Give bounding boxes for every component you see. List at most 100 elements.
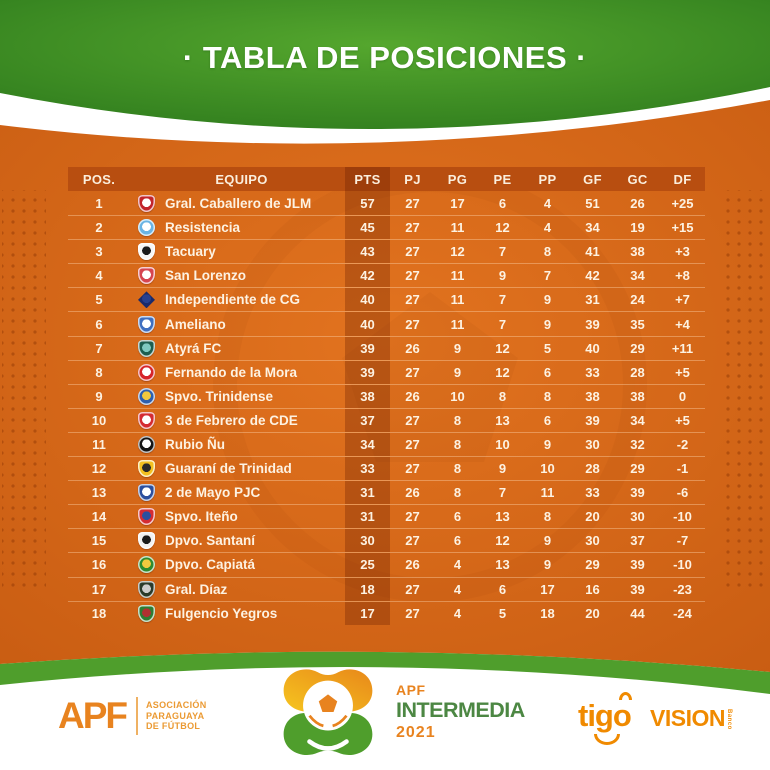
col-header-pts: PTS — [345, 167, 390, 191]
team-logo-icon — [138, 435, 155, 453]
wins: 9 — [453, 364, 462, 380]
draws: 13 — [495, 412, 510, 428]
page-title: · TABLA DE POSICIONES · — [182, 40, 588, 75]
wins: 6 — [453, 533, 462, 549]
points: 42 — [345, 264, 390, 288]
team-name: Dpvo. Santaní — [165, 533, 256, 549]
wins: 4 — [453, 605, 462, 621]
goal-difference: +11 — [671, 340, 694, 356]
goal-difference: -23 — [673, 581, 692, 597]
goal-difference: +25 — [671, 195, 694, 211]
goals-against: 39 — [630, 485, 645, 501]
goals-for: 20 — [585, 605, 600, 621]
losses: 4 — [543, 220, 552, 236]
losses: 9 — [543, 557, 552, 573]
table-row: 10 3 de Febrero de CDE 37 27 8 13 6 39 3… — [68, 407, 705, 432]
wins: 11 — [450, 316, 465, 332]
played: 27 — [405, 268, 420, 284]
position: 8 — [95, 364, 103, 380]
draws: 13 — [495, 509, 510, 525]
draws: 6 — [498, 581, 507, 597]
goal-difference: -1 — [676, 461, 689, 477]
team-name: Independiente de CG — [165, 292, 301, 308]
wins: 11 — [450, 220, 465, 236]
draws: 12 — [495, 533, 510, 549]
wins: 8 — [453, 412, 462, 428]
team-cell: Spvo. Trinidense — [130, 385, 345, 408]
position: 17 — [91, 581, 107, 597]
team-name: Spvo. Trinidense — [165, 388, 274, 404]
table-row: 7 Atyrá FC 39 26 9 12 5 40 29 +11 — [68, 335, 705, 360]
team-logo-icon — [138, 508, 155, 526]
goals-against: 38 — [630, 244, 645, 260]
goal-difference: +8 — [675, 268, 690, 284]
col-header-pg: PG — [447, 171, 468, 187]
played: 27 — [405, 316, 420, 332]
table-row: 9 Spvo. Trinidense 38 26 10 8 8 38 38 0 — [68, 383, 705, 408]
points: 40 — [345, 312, 390, 336]
losses: 17 — [540, 581, 555, 597]
team-name: Resistencia — [165, 220, 241, 236]
losses: 8 — [543, 388, 552, 404]
position: 15 — [91, 533, 107, 549]
goals-against: 39 — [630, 557, 645, 573]
team-cell: Tacuary — [130, 240, 345, 263]
wins: 11 — [450, 268, 465, 284]
points: 33 — [345, 457, 390, 481]
team-name: San Lorenzo — [165, 268, 247, 284]
table-header: POS. EQUIPO PTS PJ PG PE PP GF GC DF — [68, 167, 705, 191]
apf-logo-divider — [136, 697, 138, 735]
goals-for: 38 — [585, 388, 600, 404]
league-year: 2021 — [396, 723, 436, 741]
goals-against: 35 — [630, 316, 645, 332]
league-wordmark: APF INTERMEDIA 2021 — [396, 683, 525, 741]
points: 31 — [345, 481, 390, 505]
played: 27 — [405, 581, 420, 597]
team-name: Fernando de la Mora — [165, 364, 298, 380]
goals-for: 29 — [585, 557, 600, 573]
wins: 12 — [450, 244, 465, 260]
tigo-logo: tigo — [578, 692, 632, 745]
tigo-wordmark: tigo — [578, 692, 632, 745]
points: 40 — [345, 288, 390, 312]
goal-difference: -10 — [673, 557, 692, 573]
goals-against: 34 — [630, 268, 645, 284]
team-cell: Spvo. Iteño — [130, 505, 345, 528]
goal-difference: +5 — [675, 364, 690, 380]
goals-against: 29 — [630, 461, 645, 477]
points: 57 — [345, 191, 390, 216]
team-cell: Guaraní de Trinidad — [130, 457, 345, 480]
orange-panel — [0, 100, 770, 672]
played: 27 — [405, 195, 420, 211]
team-name: Gral. Díaz — [165, 581, 228, 597]
points: 39 — [345, 336, 390, 360]
position: 14 — [91, 509, 107, 525]
points: 38 — [345, 384, 390, 408]
played: 27 — [405, 292, 420, 308]
table-row: 8 Fernando de la Mora 39 27 9 12 6 33 28… — [68, 359, 705, 384]
wins: 8 — [453, 436, 462, 452]
team-logo-icon — [138, 363, 155, 381]
played: 27 — [405, 509, 420, 525]
col-header-pe: PE — [493, 171, 512, 187]
tigo-accent-icon — [618, 692, 632, 700]
col-header-df: DF — [673, 171, 692, 187]
draws: 9 — [498, 268, 507, 284]
team-cell: Dpvo. Capiatá — [130, 553, 345, 576]
points: 45 — [345, 216, 390, 240]
table-row: 13 2 de Mayo PJC 31 26 8 7 11 33 39 -6 — [68, 480, 705, 505]
team-name: Rubio Ñu — [165, 436, 225, 452]
team-name: Guaraní de Trinidad — [165, 461, 292, 477]
team-cell: 3 de Febrero de CDE — [130, 409, 345, 432]
position: 10 — [91, 412, 107, 428]
team-logo-icon — [138, 604, 155, 622]
losses: 10 — [540, 461, 555, 477]
draws: 7 — [498, 292, 507, 308]
losses: 7 — [543, 268, 552, 284]
team-cell: Resistencia — [130, 216, 345, 239]
vision-banco-label: Banco — [725, 709, 732, 730]
team-logo-icon — [138, 556, 155, 574]
losses: 5 — [543, 340, 552, 356]
wins: 11 — [450, 292, 465, 308]
position: 1 — [95, 195, 103, 211]
